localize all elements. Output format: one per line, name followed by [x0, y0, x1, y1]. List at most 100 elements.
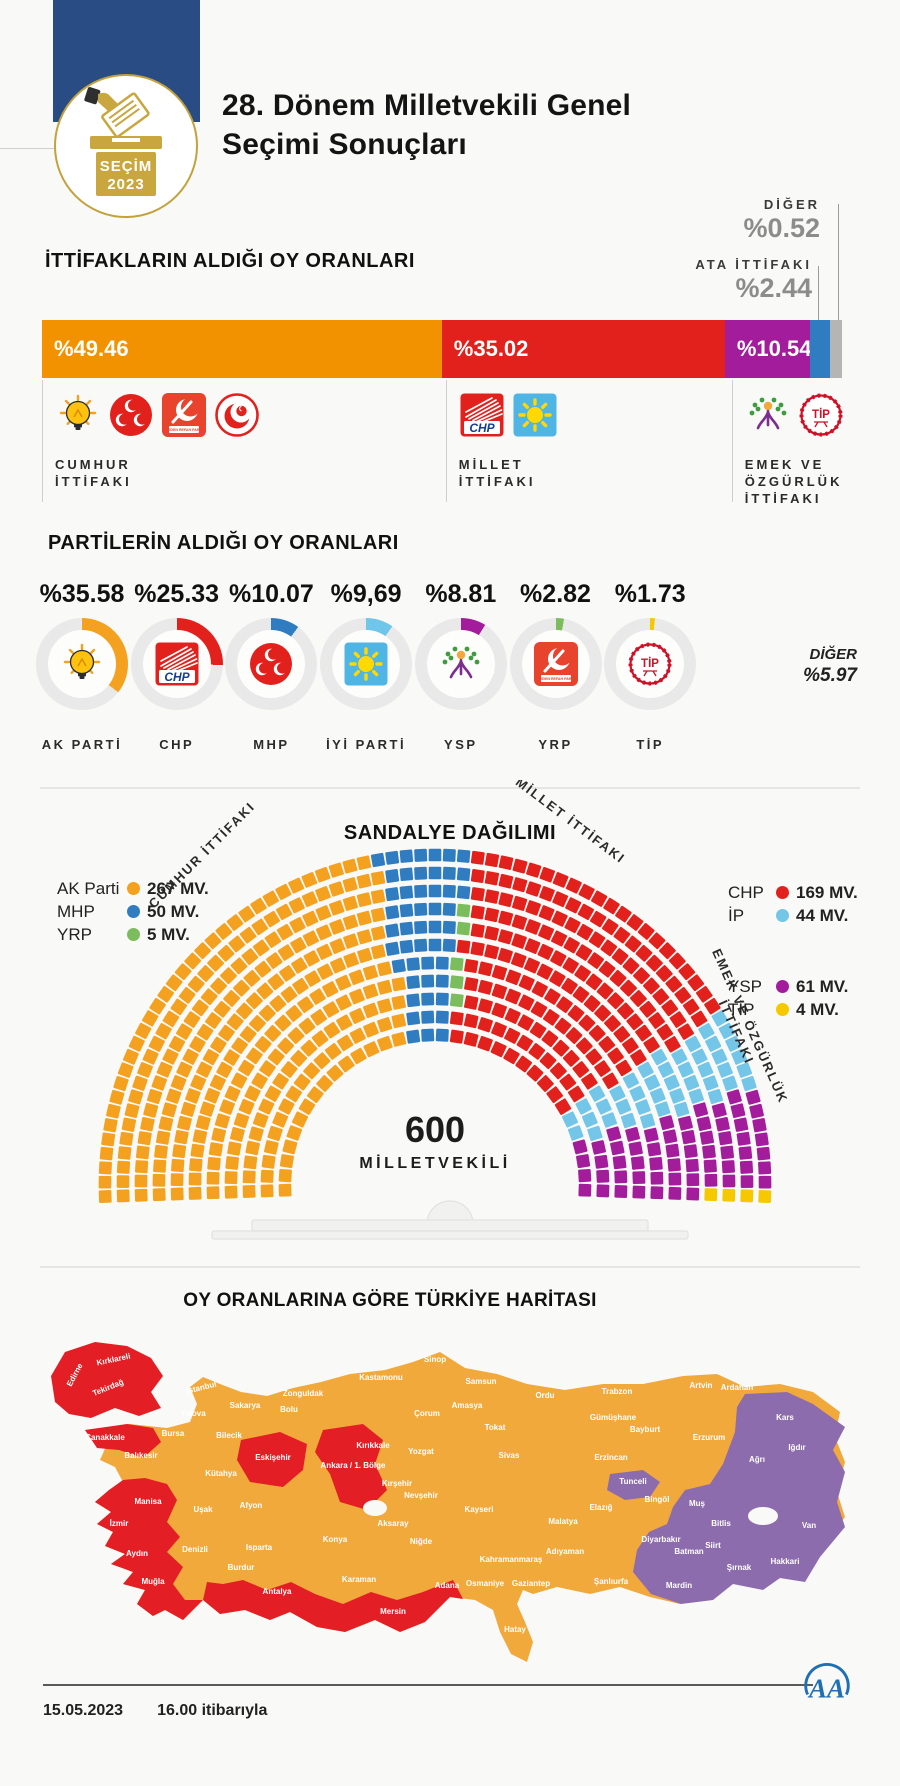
province-label: Kastamonu: [359, 1373, 403, 1382]
party-share-value: %8.81: [425, 580, 497, 608]
svg-text:YENİDEN REFAH PARTİSİ: YENİDEN REFAH PARTİSİ: [162, 428, 206, 432]
legend-row: YRP 5 MV.: [57, 924, 190, 944]
province-label: Çanakkale: [85, 1433, 125, 1442]
province-label: Sinop: [424, 1355, 446, 1364]
province-label: Hatay: [504, 1625, 526, 1634]
province-label: Burdur: [228, 1563, 255, 1572]
tip-logo-icon: TİP: [627, 641, 673, 687]
ysp-color-dot: [776, 980, 789, 993]
province-label: Aksaray: [377, 1519, 409, 1528]
footer-date: 15.05.2023: [43, 1702, 124, 1719]
province-label: Amasya: [452, 1401, 483, 1410]
yrp-color-dot: [127, 928, 140, 941]
province-label: Isparta: [246, 1543, 273, 1552]
iyi-logo-icon: [512, 392, 558, 438]
map-tunceli: [607, 1470, 660, 1500]
province-label: Bursa: [162, 1429, 185, 1438]
map-ankara: [315, 1424, 387, 1510]
party-name-label: YRP: [538, 737, 573, 752]
alliance-separator: [445, 380, 447, 502]
mhp-logo-icon: [108, 392, 154, 438]
ysp-logo-icon: [438, 641, 484, 687]
parties-heading: PARTİLERİN ALDIĞI OY ORANLARI: [48, 532, 399, 554]
bar-segment-ata: [810, 320, 830, 378]
party-share-value: %1.73: [614, 580, 686, 608]
svg-text:TİP: TİP: [812, 408, 830, 421]
province-label: Gaziantep: [512, 1579, 550, 1588]
seats-legend-right-bottom: YSP 61 MV. TİP 4 MV.: [728, 976, 849, 1024]
ata-callout: ATA İTTİFAKI %2.44: [695, 257, 812, 303]
alliance-label: CUMHUR İTTİFAKI: [55, 457, 132, 489]
alliance-vote-bar: %49.46 %35.02 %10.54: [42, 320, 842, 378]
province-label: Aydın: [126, 1549, 148, 1558]
map-canakkale: [85, 1424, 161, 1458]
alliance-label: EMEK VE ÖZGÜRLÜK İTTİFAKI: [744, 457, 843, 506]
province-label: Siirt: [705, 1541, 721, 1550]
alliance-separator: [42, 380, 43, 502]
footer-note: 15.05.2023 16.00 itibarıyla: [43, 1702, 301, 1720]
svg-text:CHP: CHP: [469, 421, 495, 435]
province-label: Trabzon: [602, 1387, 633, 1396]
total-seats-value: 600: [405, 1109, 465, 1150]
bar-segment-cumhur: %49.46: [42, 320, 442, 378]
province-label: Bingöl: [645, 1495, 670, 1504]
province-label: Erzincan: [594, 1453, 627, 1462]
province-label: Kütahya: [205, 1469, 237, 1478]
party-share-value: %10.07: [228, 580, 314, 608]
province-label: Bolu: [280, 1405, 298, 1414]
map-thrace: [51, 1342, 163, 1418]
svg-text:TİP: TİP: [641, 657, 659, 670]
province-label: Nevşehir: [404, 1491, 438, 1500]
party-share-value: %9,69: [330, 580, 402, 608]
legend-row: TİP 4 MV.: [728, 999, 839, 1019]
party-share-ring: YENİDEN REFAH PARTİSİ: [509, 618, 602, 710]
section-divider: [40, 1266, 860, 1268]
chp-logo-icon: CHP: [154, 641, 200, 687]
tip-color-dot: [776, 1003, 789, 1016]
alliance-group-cumhur: YENİDEN REFAH PARTİSİ CUMHUR İTTİFAKI: [55, 392, 260, 490]
akp-color-dot: [127, 882, 140, 895]
ballot-box-icon: SEÇİM 2023: [74, 86, 178, 207]
province-label: Bilecik: [216, 1431, 242, 1440]
legend-row: CHP 169 MV.: [728, 882, 858, 902]
province-label: Muş: [689, 1499, 706, 1508]
badge-label-line2: 2023: [107, 176, 144, 193]
map-south-coast: [203, 1580, 463, 1632]
province-label: Zonguldak: [283, 1389, 324, 1398]
party-share-ring: [225, 618, 318, 710]
parliament-hemicycle-chart: CUMHUR İTTİFAKI MİLLET İTTİFAKI EMEK VE …: [98, 780, 791, 1240]
party-name-label: MHP: [253, 737, 290, 752]
province-label: Kırşehir: [382, 1479, 412, 1488]
province-label: Gümüşhane: [590, 1413, 637, 1422]
province-label: Manisa: [134, 1497, 162, 1506]
footer-rule: [43, 1684, 813, 1686]
province-label: Yalova: [180, 1409, 206, 1418]
legend-row: YSP 61 MV.: [728, 976, 849, 996]
province-label: Şırnak: [727, 1563, 752, 1572]
alliance-group-millet: CHP MİLLET İTTİFAKI: [459, 392, 558, 490]
province-label: Çorum: [414, 1409, 440, 1418]
province-label: Afyon: [240, 1501, 263, 1510]
province-label: Ordu: [535, 1391, 554, 1400]
party-share-ring: [36, 618, 128, 710]
bar-segment-emek: %10.54: [724, 320, 811, 378]
map-east: [633, 1392, 845, 1604]
yrp-logo-icon: YENİDEN REFAH PARTİSİ: [533, 641, 579, 687]
yrp-logo-icon: YENİDEN REFAH PARTİSİ: [161, 392, 207, 438]
seats-heading: SANDALYE DAĞILIMI: [343, 822, 557, 844]
ysp-logo-icon: [745, 392, 791, 438]
seats-legend-right-top: CHP 169 MV. İP 44 MV.: [728, 882, 858, 930]
badge-label-line1: SEÇİM: [100, 158, 153, 175]
legend-row: MHP 50 MV.: [57, 901, 200, 921]
province-label: Artvin: [689, 1381, 712, 1390]
province-label: Karaman: [342, 1575, 376, 1584]
province-label: Sivas: [499, 1451, 520, 1460]
province-label: Balıkesir: [124, 1451, 157, 1460]
province-label: Adana: [435, 1581, 460, 1590]
party-share-ring: [414, 618, 507, 710]
province-label: Adıyaman: [546, 1547, 584, 1556]
legend-row: İP 44 MV.: [728, 905, 849, 925]
total-seats-label: MİLLETVEKİLİ: [359, 1154, 510, 1172]
